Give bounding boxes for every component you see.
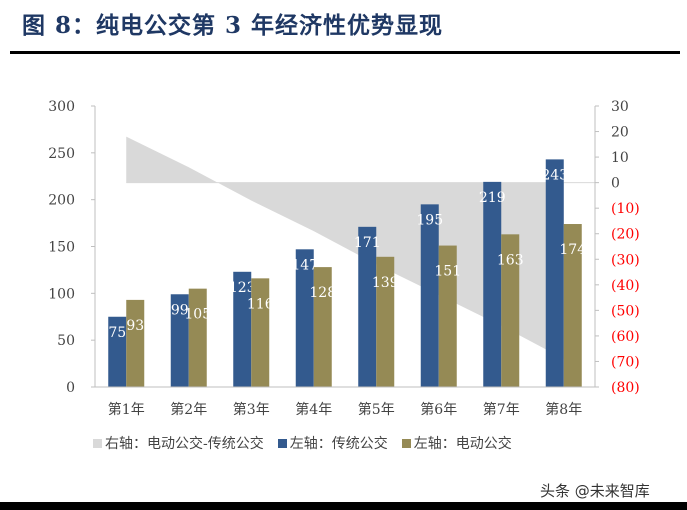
legend-item: 右轴：电动公交-传统公交 [93,433,264,453]
left-tick-label: 50 [57,333,75,349]
traditional-bar [358,226,377,387]
right-tick-label: (30) [611,252,640,268]
left-tick-label: 0 [66,380,75,396]
electric-bar [563,224,582,387]
traditional-data-label: 75 [108,325,126,341]
legend-item: 左轴：电动公交 [401,433,512,453]
electric-data-label: 174 [559,242,586,258]
traditional-data-label: 99 [171,302,189,318]
electric-bar [376,256,395,387]
traditional-bar [108,316,127,387]
left-tick-label: 300 [48,99,75,115]
figure-title: 图 8：纯电公交第 3 年经济性优势显现 [22,12,444,39]
category-label: 第4年 [295,401,332,418]
traditional-bar [170,294,189,387]
right-tick-label: (40) [611,278,640,294]
right-tick-label: (10) [611,201,640,217]
electric-data-label: 128 [309,285,336,301]
legend-label: 左轴：电动公交 [413,436,512,452]
legend-swatch [277,439,287,448]
watermark: 头条 @未来智库 [540,482,650,500]
left-tick-label: 100 [48,286,75,302]
left-tick-label: 250 [48,146,75,162]
traditional-data-label: 195 [416,212,443,228]
legend-label: 右轴：电动公交-传统公交 [105,436,264,452]
traditional-bar [233,271,252,387]
left-tick-label: 200 [48,193,75,209]
traditional-data-label: 123 [229,280,256,296]
electric-bar [188,288,207,387]
category-label: 第3年 [233,401,270,418]
electric-data-label: 151 [434,264,461,280]
category-label: 第2年 [170,401,207,418]
left-tick-label: 150 [48,240,75,256]
category-label: 第1年 [108,401,145,418]
traditional-bar [420,204,439,387]
electric-bar [501,234,520,387]
right-tick-label: 30 [611,99,629,115]
right-tick-label: (80) [611,380,640,396]
electric-bar [438,245,457,387]
title-rule [10,51,680,54]
legend: 右轴：电动公交-传统公交 左轴：传统公交 左轴：电动公交 [93,433,512,453]
traditional-data-label: 243 [541,167,568,183]
traditional-data-label: 219 [479,190,506,206]
right-tick-label: 0 [611,176,620,192]
traditional-bar [483,181,502,387]
traditional-data-label: 147 [291,257,318,273]
legend-swatch [93,439,102,448]
electric-bar [251,278,270,387]
category-label: 第8年 [545,401,582,418]
legend-label: 左轴：传统公交 [289,436,388,452]
right-tick-label: (60) [611,329,640,345]
legend-item: 左轴：传统公交 [277,433,388,453]
area-difference [126,136,564,359]
right-tick-label: (20) [611,227,640,243]
electric-data-label: 93 [126,318,144,334]
electric-data-label: 139 [372,275,399,291]
right-tick-label: 10 [611,150,629,166]
right-tick-label: (50) [611,303,640,319]
electric-data-label: 163 [497,252,524,268]
legend-swatch [401,439,411,448]
category-label: 第7年 [483,401,520,418]
electric-bar [313,267,332,387]
category-label: 第5年 [358,401,395,418]
electric-bar [126,299,145,387]
bottom-bar [0,502,687,510]
right-tick-label: (70) [611,354,640,370]
traditional-bar [545,159,564,387]
traditional-bar [295,249,314,387]
category-label: 第6年 [420,401,457,418]
right-tick-label: 20 [611,125,629,141]
traditional-data-label: 171 [354,235,381,251]
electric-data-label: 116 [247,296,274,312]
electric-data-label: 105 [184,307,211,323]
